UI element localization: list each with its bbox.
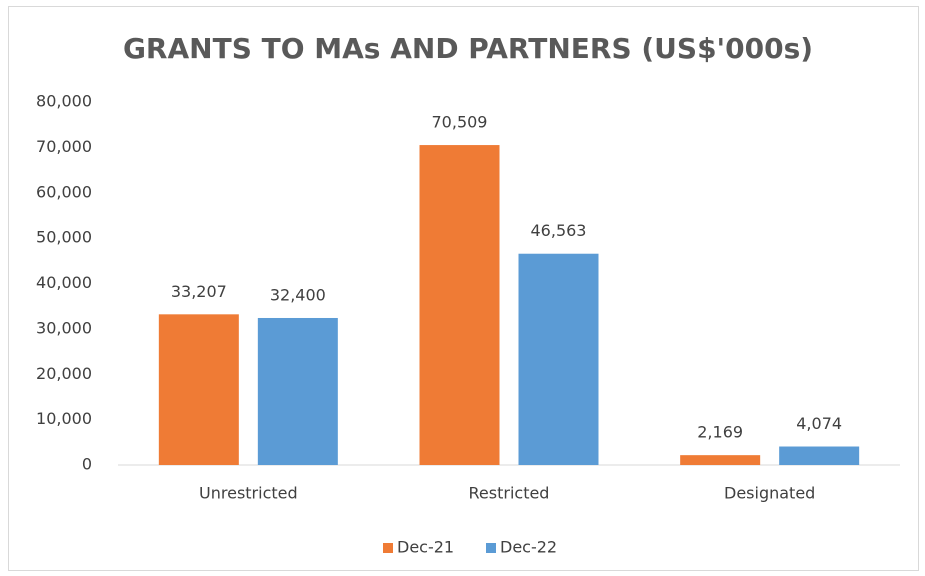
legend-label: Dec-21 <box>397 538 454 557</box>
y-tick-label: 80,000 <box>36 92 92 111</box>
y-tick-label: 60,000 <box>36 182 92 201</box>
value-label: 70,509 <box>432 113 488 132</box>
legend-swatch <box>486 543 496 553</box>
legend-label: Dec-22 <box>500 538 557 557</box>
y-tick-label: 10,000 <box>36 409 92 428</box>
chart-title: GRANTS TO MAs AND PARTNERS (US$'000s) <box>123 32 813 65</box>
bar <box>680 455 761 465</box>
value-label: 32,400 <box>270 285 326 304</box>
bar <box>158 314 239 465</box>
x-tick-label: Designated <box>724 484 815 503</box>
y-tick-label: 0 <box>82 455 92 474</box>
value-label: 2,169 <box>697 423 743 442</box>
y-tick-label: 50,000 <box>36 228 92 247</box>
y-tick-label: 20,000 <box>36 364 92 383</box>
x-tick-label: Restricted <box>469 484 550 503</box>
bar <box>779 446 860 465</box>
legend-swatch <box>383 543 393 553</box>
bar <box>419 145 500 465</box>
bar <box>518 253 599 465</box>
y-tick-label: 30,000 <box>36 318 92 337</box>
y-tick-label: 70,000 <box>36 137 92 156</box>
value-label: 46,563 <box>531 221 587 240</box>
x-tick-label: Unrestricted <box>199 484 298 503</box>
bar <box>257 317 338 465</box>
value-label: 4,074 <box>796 414 842 433</box>
y-tick-label: 40,000 <box>36 273 92 292</box>
value-label: 33,207 <box>171 282 227 301</box>
